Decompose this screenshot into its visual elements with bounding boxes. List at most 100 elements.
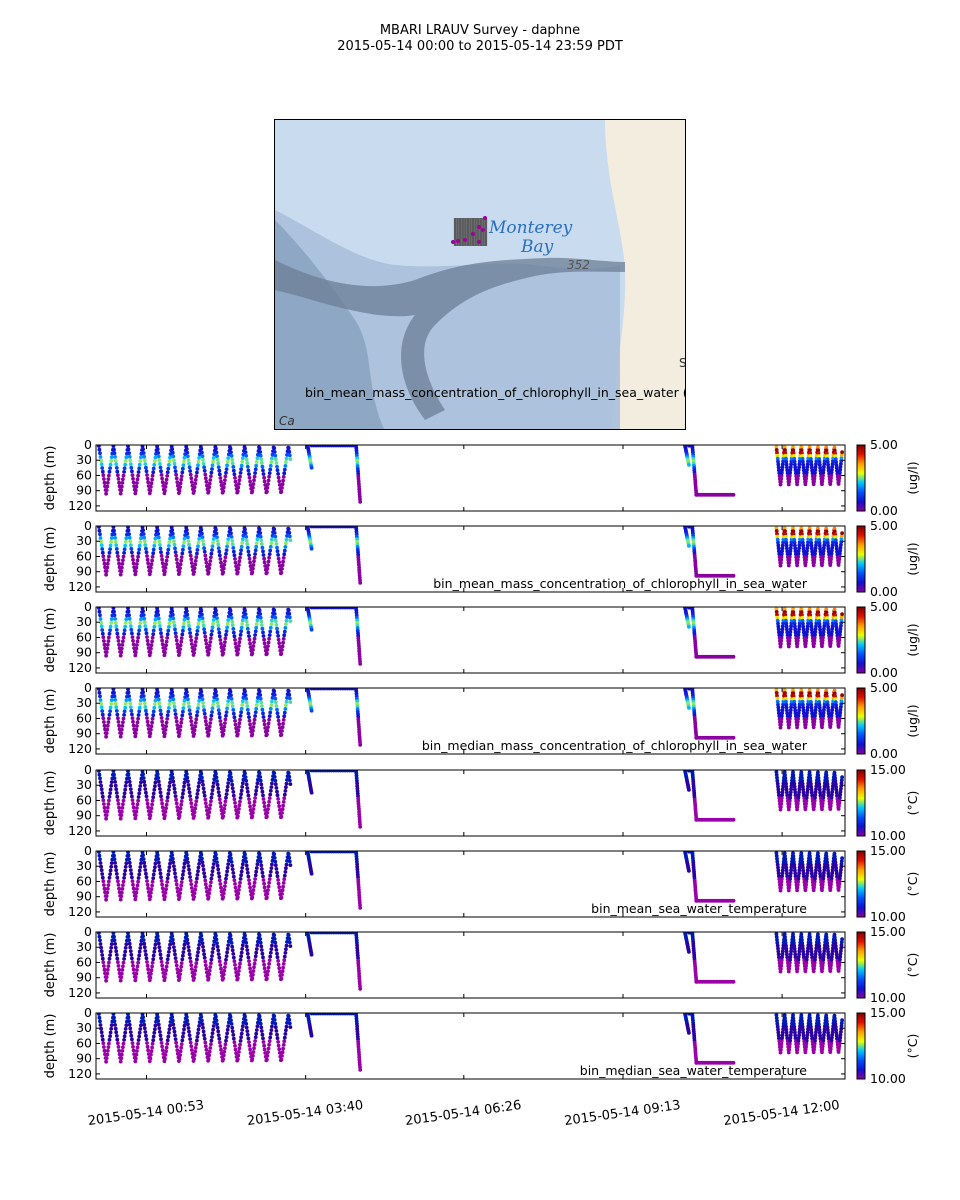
- data-point: [142, 779, 147, 784]
- data-point: [127, 535, 132, 540]
- data-point: [239, 869, 244, 874]
- data-point: [825, 700, 830, 704]
- data-point: [206, 976, 211, 980]
- data-point: [203, 719, 208, 724]
- data-point: [226, 862, 231, 866]
- data-point: [284, 456, 289, 461]
- data-point: [193, 887, 198, 892]
- data-point: [309, 627, 314, 632]
- data-point: [816, 607, 820, 612]
- data-point: [129, 465, 134, 470]
- data-point: [202, 955, 207, 960]
- data-point: [199, 608, 204, 613]
- data-point: [833, 454, 838, 459]
- data-point: [791, 529, 796, 533]
- data-point: [116, 960, 120, 965]
- data-point: [247, 959, 251, 963]
- data-point: [731, 573, 736, 578]
- data-point: [267, 961, 271, 966]
- data-point: [820, 801, 825, 806]
- data-point: [222, 968, 227, 973]
- data-point: [833, 457, 838, 461]
- data-point: [184, 853, 189, 857]
- data-point: [195, 467, 200, 471]
- data-point: [822, 870, 826, 875]
- data-point: [189, 476, 194, 481]
- data-point: [100, 794, 105, 799]
- data-point: [105, 967, 110, 972]
- data-point: [232, 715, 237, 720]
- data-point: [171, 535, 176, 540]
- data-point: [171, 616, 176, 621]
- data-point: [251, 482, 256, 486]
- data-point: [165, 551, 170, 556]
- data-point: [207, 481, 212, 486]
- data-point: [258, 775, 263, 779]
- data-point: [809, 543, 814, 548]
- data-point: [130, 960, 135, 964]
- data-point: [194, 880, 199, 885]
- data-point: [163, 975, 167, 980]
- data-point: [776, 543, 781, 548]
- data-point: [832, 770, 837, 775]
- data-point: [251, 485, 255, 490]
- data-point: [233, 719, 237, 723]
- data-point: [801, 784, 805, 789]
- data-point: [834, 790, 839, 795]
- data-point: [160, 801, 165, 806]
- data-point: [786, 888, 791, 893]
- survey-map[interactable]: Ca S Monterey Bay 352 bin_mean_mass_conc…: [274, 119, 686, 430]
- data-point: [248, 885, 253, 890]
- colorbar-max-label: 15.00: [870, 762, 906, 777]
- data-point: [107, 875, 112, 880]
- data-point: [187, 867, 191, 872]
- data-point: [130, 956, 134, 961]
- data-point: [99, 705, 104, 710]
- data-point: [262, 966, 267, 971]
- data-point: [834, 465, 839, 470]
- data-point: [275, 549, 280, 554]
- data-point: [153, 861, 158, 866]
- data-point: [159, 473, 164, 477]
- data-point: [149, 643, 154, 648]
- colorbar-min-label: 0.00: [870, 584, 898, 599]
- data-point: [805, 465, 810, 469]
- data-point: [181, 869, 186, 873]
- data-point: [113, 780, 117, 784]
- data-point: [787, 560, 792, 565]
- data-point: [151, 872, 156, 877]
- data-point: [795, 969, 799, 974]
- data-point: [207, 562, 212, 567]
- data-point: [115, 712, 120, 717]
- data-point: [796, 630, 801, 634]
- data-point: [250, 570, 255, 575]
- data-point: [838, 873, 843, 878]
- data-point: [244, 453, 249, 458]
- data-point: [102, 723, 107, 728]
- data-point: [165, 474, 170, 478]
- data-point: [789, 705, 793, 710]
- data-point: [797, 702, 802, 707]
- data-point: [807, 688, 812, 693]
- data-point: [782, 688, 787, 692]
- data-point: [192, 570, 197, 574]
- data-point: [829, 632, 834, 637]
- data-point: [231, 871, 236, 875]
- data-point: [267, 799, 271, 804]
- data-point: [172, 945, 176, 949]
- data-point: [204, 804, 209, 809]
- data-point: [828, 479, 833, 484]
- data-point: [97, 853, 102, 858]
- data-point: [131, 476, 135, 481]
- data-point: [809, 624, 814, 629]
- data-point: [111, 607, 116, 610]
- data-point: [200, 775, 204, 780]
- data-point: [837, 560, 841, 564]
- data-point: [814, 865, 819, 869]
- data-point: [791, 694, 796, 698]
- data-point: [830, 467, 834, 472]
- data-point: [275, 955, 280, 960]
- data-point: [223, 965, 227, 969]
- data-point: [778, 644, 783, 649]
- data-point: [783, 938, 788, 942]
